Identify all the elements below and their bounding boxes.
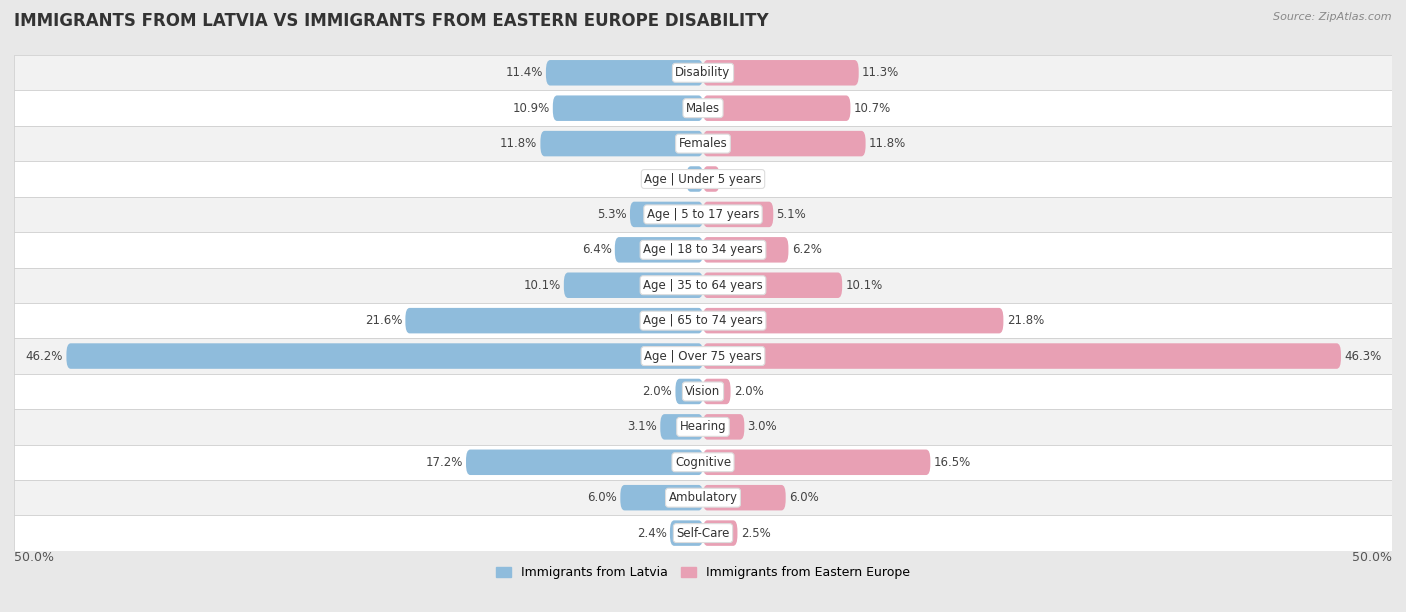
FancyBboxPatch shape	[14, 480, 1392, 515]
FancyBboxPatch shape	[14, 196, 1392, 232]
Text: 21.6%: 21.6%	[364, 314, 402, 327]
Text: 3.1%: 3.1%	[627, 420, 657, 433]
FancyBboxPatch shape	[405, 308, 703, 334]
Text: 10.1%: 10.1%	[845, 278, 883, 292]
FancyBboxPatch shape	[703, 166, 720, 192]
FancyBboxPatch shape	[540, 131, 703, 156]
FancyBboxPatch shape	[620, 485, 703, 510]
FancyBboxPatch shape	[703, 60, 859, 86]
FancyBboxPatch shape	[703, 131, 866, 156]
Text: Cognitive: Cognitive	[675, 456, 731, 469]
Text: 6.4%: 6.4%	[582, 244, 612, 256]
Text: Males: Males	[686, 102, 720, 114]
Text: 3.0%: 3.0%	[748, 420, 778, 433]
Text: 16.5%: 16.5%	[934, 456, 972, 469]
FancyBboxPatch shape	[546, 60, 703, 86]
FancyBboxPatch shape	[14, 267, 1392, 303]
FancyBboxPatch shape	[14, 338, 1392, 374]
Text: 2.4%: 2.4%	[637, 526, 666, 540]
Text: Disability: Disability	[675, 66, 731, 80]
Text: IMMIGRANTS FROM LATVIA VS IMMIGRANTS FROM EASTERN EUROPE DISABILITY: IMMIGRANTS FROM LATVIA VS IMMIGRANTS FRO…	[14, 12, 769, 30]
Text: 2.5%: 2.5%	[741, 526, 770, 540]
FancyBboxPatch shape	[614, 237, 703, 263]
FancyBboxPatch shape	[630, 202, 703, 227]
Text: 11.4%: 11.4%	[505, 66, 543, 80]
Text: Age | 5 to 17 years: Age | 5 to 17 years	[647, 208, 759, 221]
Text: Vision: Vision	[685, 385, 721, 398]
FancyBboxPatch shape	[14, 303, 1392, 338]
FancyBboxPatch shape	[686, 166, 703, 192]
Text: Age | 35 to 64 years: Age | 35 to 64 years	[643, 278, 763, 292]
Text: 46.2%: 46.2%	[25, 349, 63, 362]
Text: 10.1%: 10.1%	[523, 278, 561, 292]
Text: 50.0%: 50.0%	[1353, 551, 1392, 564]
FancyBboxPatch shape	[703, 414, 744, 439]
FancyBboxPatch shape	[703, 450, 931, 475]
Text: 5.3%: 5.3%	[598, 208, 627, 221]
Text: Source: ZipAtlas.com: Source: ZipAtlas.com	[1274, 12, 1392, 22]
Text: 6.0%: 6.0%	[588, 491, 617, 504]
FancyBboxPatch shape	[703, 237, 789, 263]
Text: 6.2%: 6.2%	[792, 244, 821, 256]
FancyBboxPatch shape	[669, 520, 703, 546]
FancyBboxPatch shape	[14, 91, 1392, 126]
FancyBboxPatch shape	[66, 343, 703, 369]
Text: 11.3%: 11.3%	[862, 66, 900, 80]
Text: Age | Under 5 years: Age | Under 5 years	[644, 173, 762, 185]
FancyBboxPatch shape	[564, 272, 703, 298]
FancyBboxPatch shape	[14, 126, 1392, 162]
Text: 10.9%: 10.9%	[512, 102, 550, 114]
Text: 6.0%: 6.0%	[789, 491, 818, 504]
FancyBboxPatch shape	[703, 520, 738, 546]
Text: Females: Females	[679, 137, 727, 150]
Text: 11.8%: 11.8%	[869, 137, 905, 150]
Text: Hearing: Hearing	[679, 420, 727, 433]
Text: 10.7%: 10.7%	[853, 102, 891, 114]
FancyBboxPatch shape	[703, 95, 851, 121]
FancyBboxPatch shape	[553, 95, 703, 121]
FancyBboxPatch shape	[14, 409, 1392, 444]
FancyBboxPatch shape	[14, 374, 1392, 409]
Text: 1.2%: 1.2%	[723, 173, 752, 185]
FancyBboxPatch shape	[675, 379, 703, 404]
Text: 46.3%: 46.3%	[1344, 349, 1382, 362]
Text: 2.0%: 2.0%	[643, 385, 672, 398]
FancyBboxPatch shape	[14, 55, 1392, 91]
FancyBboxPatch shape	[703, 343, 1341, 369]
FancyBboxPatch shape	[465, 450, 703, 475]
Text: 17.2%: 17.2%	[426, 456, 463, 469]
FancyBboxPatch shape	[14, 444, 1392, 480]
Text: Age | 65 to 74 years: Age | 65 to 74 years	[643, 314, 763, 327]
Text: Ambulatory: Ambulatory	[668, 491, 738, 504]
FancyBboxPatch shape	[703, 379, 731, 404]
FancyBboxPatch shape	[703, 485, 786, 510]
Text: 11.8%: 11.8%	[501, 137, 537, 150]
Text: 5.1%: 5.1%	[776, 208, 806, 221]
FancyBboxPatch shape	[703, 272, 842, 298]
FancyBboxPatch shape	[661, 414, 703, 439]
Text: 1.2%: 1.2%	[654, 173, 683, 185]
FancyBboxPatch shape	[14, 515, 1392, 551]
Text: 2.0%: 2.0%	[734, 385, 763, 398]
Text: 21.8%: 21.8%	[1007, 314, 1043, 327]
FancyBboxPatch shape	[14, 232, 1392, 267]
Legend: Immigrants from Latvia, Immigrants from Eastern Europe: Immigrants from Latvia, Immigrants from …	[491, 561, 915, 584]
Text: Self-Care: Self-Care	[676, 526, 730, 540]
FancyBboxPatch shape	[703, 308, 1004, 334]
Text: Age | 18 to 34 years: Age | 18 to 34 years	[643, 244, 763, 256]
Text: Age | Over 75 years: Age | Over 75 years	[644, 349, 762, 362]
Text: 50.0%: 50.0%	[14, 551, 53, 564]
FancyBboxPatch shape	[703, 202, 773, 227]
FancyBboxPatch shape	[14, 162, 1392, 196]
